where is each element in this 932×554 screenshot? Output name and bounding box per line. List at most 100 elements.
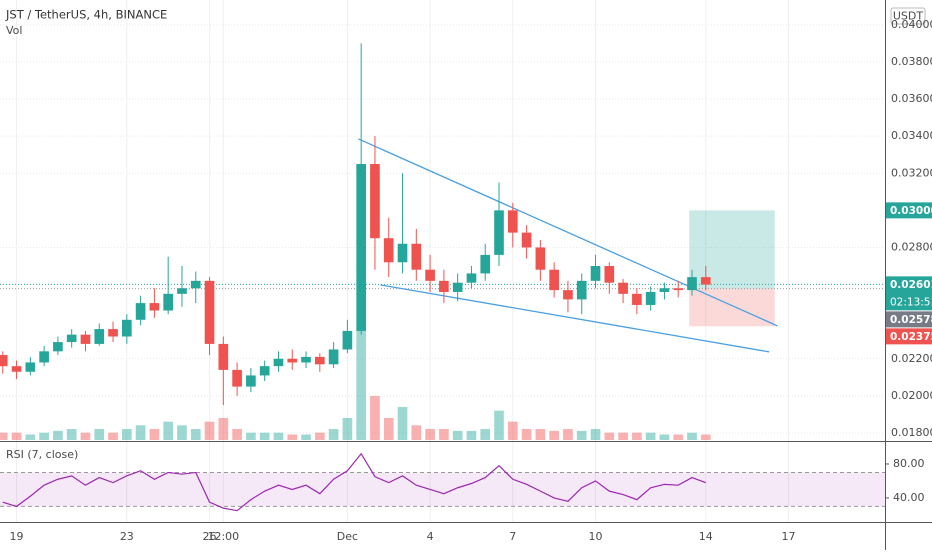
- y-tick-label: 0.04000: [891, 18, 932, 31]
- volume-bar: [673, 434, 684, 440]
- candle-body: [466, 273, 477, 283]
- volume-bar: [204, 421, 215, 440]
- candle-body: [494, 210, 504, 255]
- price-label-box: [886, 328, 932, 345]
- volume-bar: [397, 407, 408, 440]
- volume-bar: [94, 429, 105, 440]
- candle-body: [25, 362, 36, 372]
- volume-bar: [218, 418, 229, 440]
- price-label: 0.02601: [890, 279, 932, 291]
- rsi-tick-label: 40.00: [893, 491, 925, 504]
- candle-body: [39, 351, 49, 363]
- volume-bar: [328, 429, 339, 440]
- candle-body: [411, 243, 422, 270]
- volume-bar: [53, 430, 63, 440]
- price-label-box: [886, 202, 932, 219]
- volume-bar: [521, 429, 532, 440]
- volume-bar: [507, 421, 518, 440]
- volume-bar: [632, 432, 642, 440]
- y-tick-label: 0.03600: [891, 92, 932, 105]
- volume-bar: [163, 421, 174, 440]
- candle-body: [480, 254, 491, 274]
- countdown: 02:13:51: [890, 296, 932, 308]
- y-tick-label: 0.03800: [891, 55, 932, 68]
- price-label-box: [886, 311, 932, 328]
- volume-bar: [287, 434, 298, 440]
- volume-bar: [0, 432, 8, 440]
- volume-bar: [590, 429, 601, 440]
- volume-bar: [466, 430, 477, 440]
- candle-body: [259, 366, 270, 376]
- candle-body: [190, 280, 201, 289]
- x-tick-label: 10: [589, 530, 603, 543]
- candle-body: [618, 282, 628, 294]
- volume-bar: [108, 432, 118, 440]
- candle-body: [632, 293, 642, 305]
- volume-bar: [121, 429, 132, 440]
- candle-body: [439, 280, 449, 292]
- trendline: [358, 138, 778, 327]
- rsi-title: RSI (7, close): [6, 448, 78, 461]
- candle-body: [328, 349, 339, 365]
- labels: 0.01800 0.02000 0.02200 0.02800 0.03200 0.034…: [10, 18, 932, 543]
- candle-body: [53, 342, 63, 352]
- y-tick-label: 0.03400: [891, 129, 932, 142]
- x-tick-label: 14: [699, 530, 713, 543]
- volume-bar: [549, 430, 559, 440]
- candle-body: [521, 232, 532, 248]
- candle-body: [11, 366, 22, 372]
- volume-bar: [314, 432, 325, 440]
- volume-bar: [480, 429, 491, 440]
- x-tick-label: Dec: [337, 530, 358, 543]
- x-tick-label: 7: [509, 530, 516, 543]
- candle-body: [149, 303, 160, 311]
- y-tick-label: 0.02800: [891, 240, 932, 253]
- candle-body: [80, 334, 91, 344]
- x-tick-label: 12:00: [207, 530, 239, 543]
- volume-bar: [149, 429, 160, 440]
- candle-body: [645, 291, 656, 305]
- volume-bar: [383, 418, 394, 440]
- volume-bar: [177, 425, 187, 440]
- volume-bar: [687, 432, 697, 440]
- volume-bar: [618, 432, 628, 440]
- volume-bar: [370, 396, 380, 440]
- volume-bar: [356, 330, 366, 440]
- candle-body: [659, 288, 670, 292]
- price-label-box: [886, 276, 932, 311]
- volume-bar: [494, 410, 504, 440]
- candle-body: [590, 266, 601, 281]
- candle-body: [370, 163, 380, 239]
- volume-bar: [80, 432, 91, 440]
- candle-body: [452, 282, 463, 292]
- y-tick-label: 0.01800: [891, 426, 932, 439]
- candle-body: [0, 355, 8, 367]
- candle-body: [218, 343, 229, 370]
- currency: USDT: [893, 10, 924, 23]
- volume-bar: [135, 425, 146, 440]
- candle-body: [507, 210, 518, 233]
- volume-bar: [232, 429, 242, 440]
- candle-body: [204, 280, 215, 344]
- volume-bar: [645, 432, 656, 440]
- candle-body: [94, 329, 105, 344]
- volume-bar: [39, 432, 49, 440]
- volume-bar: [342, 418, 353, 440]
- rsi-band: [0, 472, 885, 507]
- volume-bar: [411, 425, 422, 440]
- candle-body: [121, 319, 132, 337]
- volume-bar: [576, 430, 587, 440]
- candle-body: [163, 293, 174, 311]
- x-tick-label: 19: [10, 530, 24, 543]
- candle-body: [108, 329, 118, 337]
- volume-bar: [190, 429, 201, 440]
- x-tick-label: 26: [203, 530, 217, 543]
- volume-bar: [301, 434, 311, 440]
- volume-bar: [425, 429, 435, 440]
- trendline: [380, 284, 770, 353]
- volume-bar: [25, 434, 36, 440]
- currency-box[interactable]: [890, 7, 926, 25]
- candle-body: [563, 290, 573, 300]
